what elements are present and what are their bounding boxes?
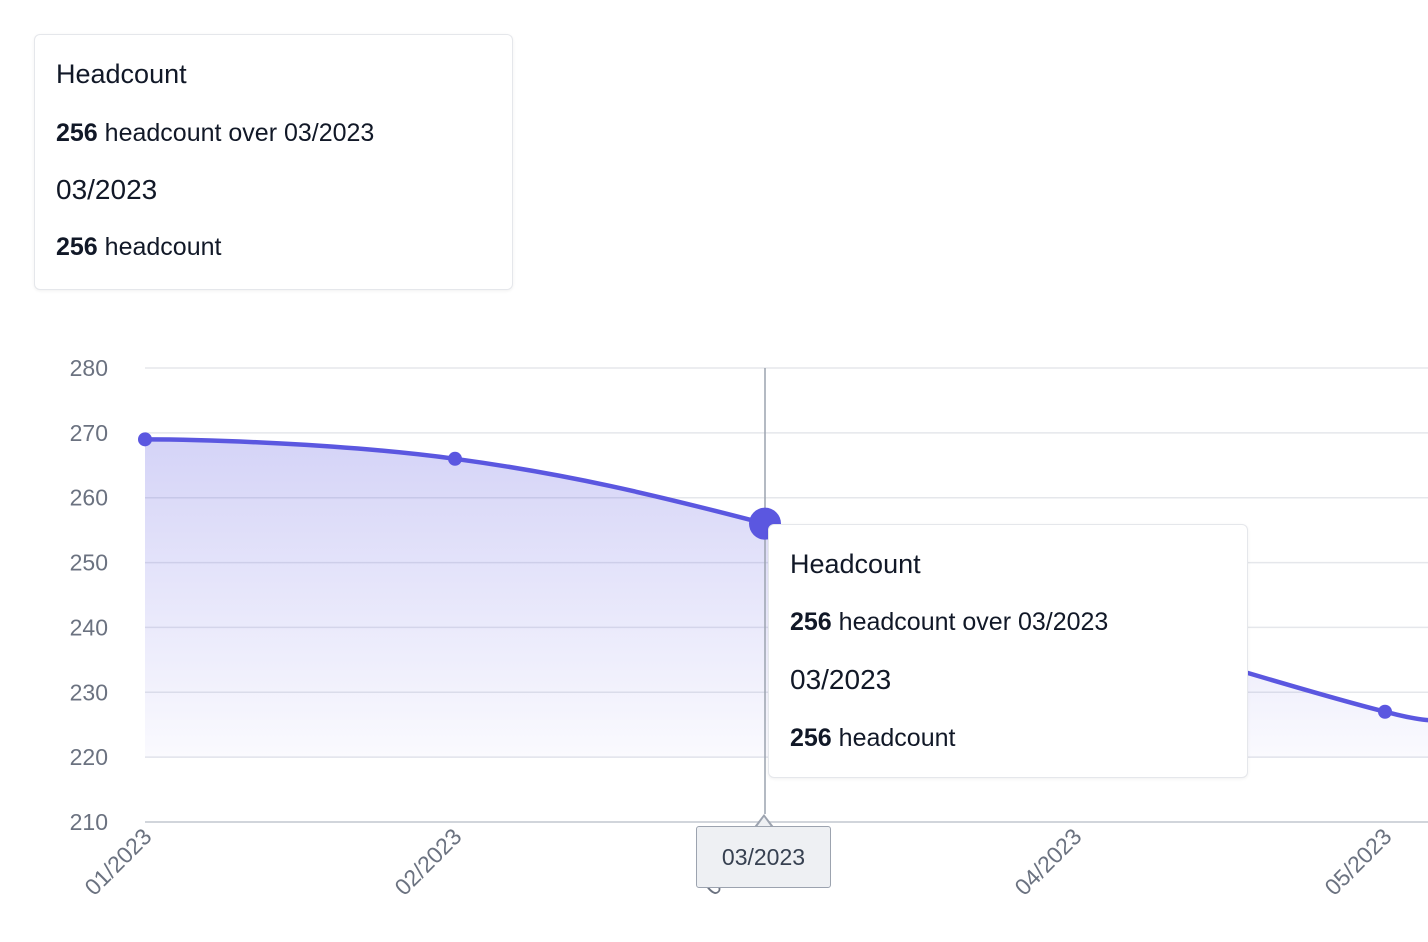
hover-tooltip: Headcount 256 headcount over 03/2023 03/… <box>768 524 1248 778</box>
y-tick-label: 220 <box>70 744 108 770</box>
x-tick-label: 04/2023 <box>1009 823 1086 900</box>
summary-tooltip-value2: 256 <box>56 233 98 261</box>
crosshair-x-label: 03/2023 <box>696 826 831 888</box>
summary-tooltip: Headcount 256 headcount over 03/2023 03/… <box>34 34 513 290</box>
y-axis: 280 270 260 250 240 230 220 210 <box>70 355 108 835</box>
summary-tooltip-value2-suffix: headcount <box>104 233 222 261</box>
summary-tooltip-value: 256 <box>56 119 98 147</box>
y-tick-label: 280 <box>70 355 108 381</box>
hover-tooltip-date: 03/2023 <box>790 664 892 695</box>
hover-tooltip-headcount-line: 256 headcount <box>790 724 955 753</box>
summary-tooltip-headcount-line: 256 headcount <box>56 233 221 262</box>
summary-tooltip-value-line: 256 headcount over 03/2023 <box>56 119 374 148</box>
crosshair-label-notch-fill <box>756 817 772 828</box>
y-tick-label: 230 <box>70 679 108 705</box>
y-tick-label: 260 <box>70 485 108 511</box>
hover-tooltip-value-suffix: headcount over 03/2023 <box>838 608 1109 636</box>
summary-tooltip-value-suffix: headcount over 03/2023 <box>104 119 375 147</box>
hover-tooltip-value: 256 <box>790 608 832 636</box>
data-point[interactable] <box>448 451 462 466</box>
y-tick-label: 270 <box>70 420 108 446</box>
y-tick-label: 250 <box>70 550 108 576</box>
hover-tooltip-title: Headcount <box>790 549 921 579</box>
hover-tooltip-value2-suffix: headcount <box>838 724 956 752</box>
y-tick-label: 240 <box>70 614 108 640</box>
data-point[interactable] <box>138 432 152 447</box>
hover-tooltip-value-line: 256 headcount over 03/2023 <box>790 608 1108 637</box>
summary-tooltip-date: 03/2023 <box>56 174 158 205</box>
x-tick-label: 05/2023 <box>1319 823 1396 900</box>
data-point[interactable] <box>1378 704 1392 719</box>
summary-tooltip-title: Headcount <box>56 59 187 89</box>
y-tick-label: 210 <box>70 809 108 835</box>
hover-tooltip-value2: 256 <box>790 724 832 752</box>
x-tick-label: 02/2023 <box>389 823 466 900</box>
